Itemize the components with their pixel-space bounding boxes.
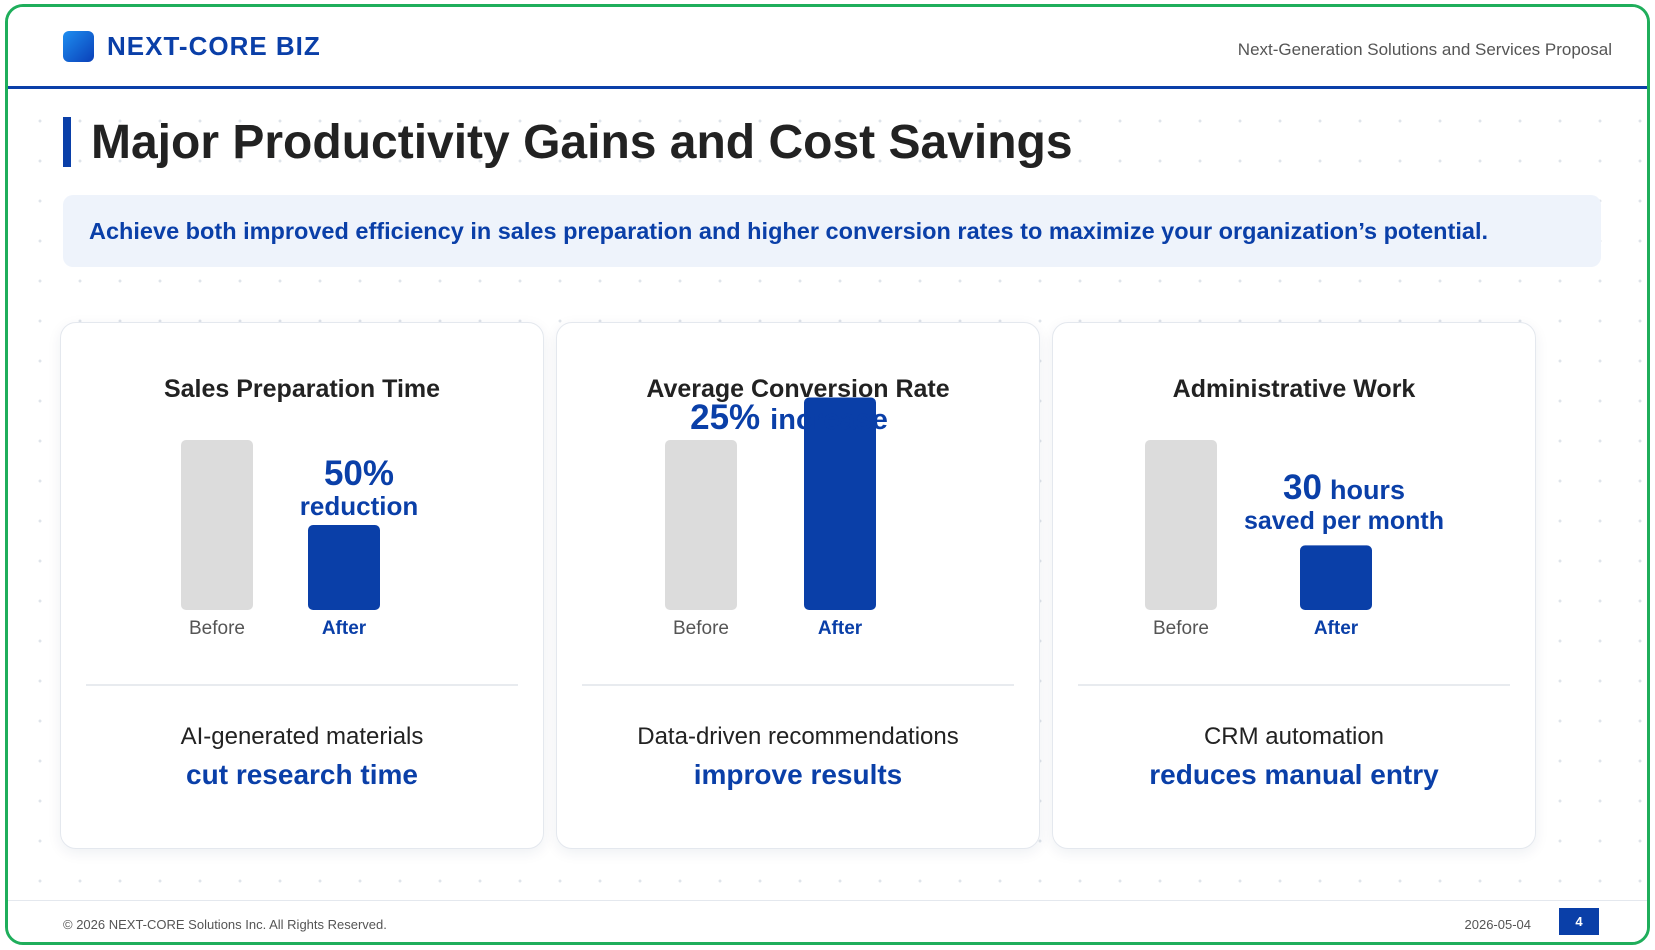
title-accent-bar bbox=[63, 117, 71, 167]
logo-text: NEXT-CORE BIZ bbox=[107, 31, 321, 61]
card-title: Sales Preparation Time bbox=[163, 375, 441, 403]
annotation-value: 30 bbox=[1283, 468, 1322, 507]
footer-date: 2026-05-04 bbox=[1464, 917, 1532, 932]
bar-after bbox=[308, 525, 380, 610]
card-divider bbox=[86, 684, 518, 686]
card-title: Average Conversion Rate bbox=[646, 375, 950, 403]
annotation-unit: increase bbox=[770, 404, 888, 436]
card-highlight: cut research time bbox=[186, 759, 418, 790]
bar-before bbox=[181, 440, 253, 610]
card-divider bbox=[582, 684, 1014, 686]
title-block: Major Productivity Gains and Cost Saving… bbox=[63, 115, 1073, 169]
bar-after bbox=[804, 397, 876, 610]
bar-after bbox=[1300, 545, 1372, 610]
annotation-caption: reduction bbox=[300, 491, 418, 521]
page-title: Major Productivity Gains and Cost Saving… bbox=[91, 115, 1073, 169]
page-number: 4 bbox=[1559, 908, 1599, 935]
copyright: © 2026 NEXT-CORE Solutions Inc. All Righ… bbox=[63, 917, 387, 932]
card-administrative-work: Administrative Work Before After 30 hours… bbox=[1052, 322, 1536, 849]
category-label-before: Before bbox=[1153, 618, 1209, 639]
category-label-before: Before bbox=[189, 618, 245, 639]
card-highlight: reduces manual entry bbox=[1149, 759, 1439, 790]
category-label-after: After bbox=[818, 618, 863, 639]
card-highlight: improve results bbox=[693, 759, 903, 790]
card-description: AI-generated materials bbox=[180, 723, 424, 750]
logo: NEXT-CORE BIZ bbox=[63, 31, 321, 62]
logo-square-icon bbox=[63, 31, 94, 62]
card-conversion-rate: Average Conversion Rate Before After 25%… bbox=[556, 322, 1040, 849]
bar-chart: Before After 50% reduction bbox=[181, 440, 418, 639]
annotation-caption: saved per month bbox=[1244, 507, 1444, 535]
subtitle: Achieve both improved efficiency in sale… bbox=[89, 218, 1489, 244]
header: NEXT-CORE BIZ Next-Generation Solutions … bbox=[8, 7, 1647, 89]
bar-before bbox=[1145, 440, 1217, 610]
subtitle-box: Achieve both improved efficiency in sale… bbox=[63, 195, 1601, 267]
category-label-after: After bbox=[1314, 618, 1359, 639]
annotation-value: 25% bbox=[690, 398, 760, 437]
annotation: 25% increase bbox=[690, 398, 888, 437]
annotation-value: 50% bbox=[324, 454, 394, 493]
card-description: Data-driven recommendations bbox=[637, 723, 959, 750]
bar-before bbox=[665, 440, 737, 610]
card-title: Administrative Work bbox=[1172, 375, 1416, 403]
footer: © 2026 NEXT-CORE Solutions Inc. All Righ… bbox=[8, 900, 1647, 942]
card-sales-preparation: Sales Preparation Time Before After 50% … bbox=[60, 322, 544, 849]
annotation-unit: hours bbox=[1330, 475, 1405, 505]
bar-chart: Before After 30 hours saved per month bbox=[1145, 440, 1444, 639]
card-description: CRM automation bbox=[1203, 723, 1385, 750]
slide: NEXT-CORE BIZ Next-Generation Solutions … bbox=[5, 4, 1650, 945]
category-label-after: After bbox=[322, 618, 367, 639]
annotation: 30 hours bbox=[1283, 468, 1405, 507]
header-proposal-title: Next-Generation Solutions and Services P… bbox=[1237, 40, 1612, 59]
category-label-before: Before bbox=[673, 618, 729, 639]
bar-chart: Before After 25% increase bbox=[665, 397, 888, 639]
card-divider bbox=[1078, 684, 1510, 686]
